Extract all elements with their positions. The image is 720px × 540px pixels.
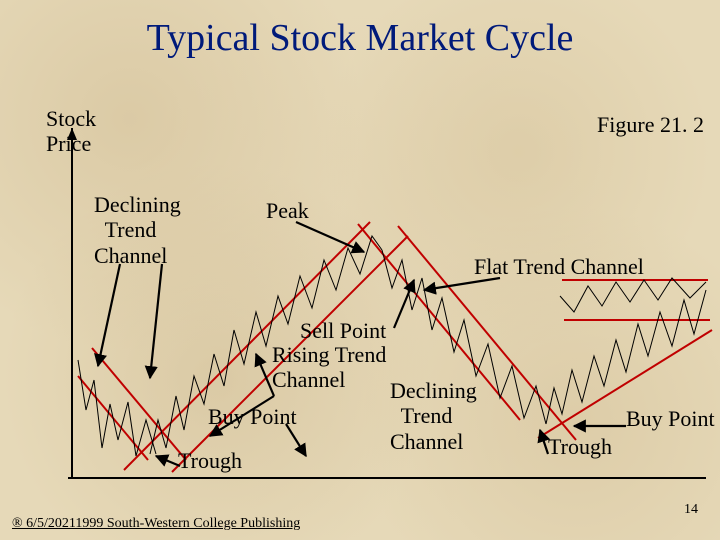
- slide-title: Typical Stock Market Cycle: [0, 16, 720, 60]
- label-buypoint2: Buy Point: [626, 406, 715, 431]
- label-flat: Flat Trend Channel: [474, 254, 644, 279]
- footer-copyright: ® 6/5/20211999 South-Western College Pub…: [12, 516, 300, 532]
- label-declining1: Declining Trend Channel: [94, 192, 181, 268]
- label-trough1: Trough: [178, 448, 242, 473]
- label-declining2: Declining Trend Channel: [390, 378, 477, 454]
- slide-root: Typical Stock Market Cycle Stock Price F…: [0, 0, 720, 540]
- y-axis-label: Stock Price: [46, 106, 96, 157]
- label-peak: Peak: [266, 198, 309, 223]
- slide-number: 14: [684, 502, 698, 518]
- label-risingtc: Rising Trend Channel: [272, 342, 386, 393]
- label-trough2: Trough: [548, 434, 612, 459]
- label-buypoint1: Buy Point: [208, 404, 297, 429]
- figure-number: Figure 21. 2: [597, 112, 704, 137]
- label-sellpoint: Sell Point: [300, 318, 386, 343]
